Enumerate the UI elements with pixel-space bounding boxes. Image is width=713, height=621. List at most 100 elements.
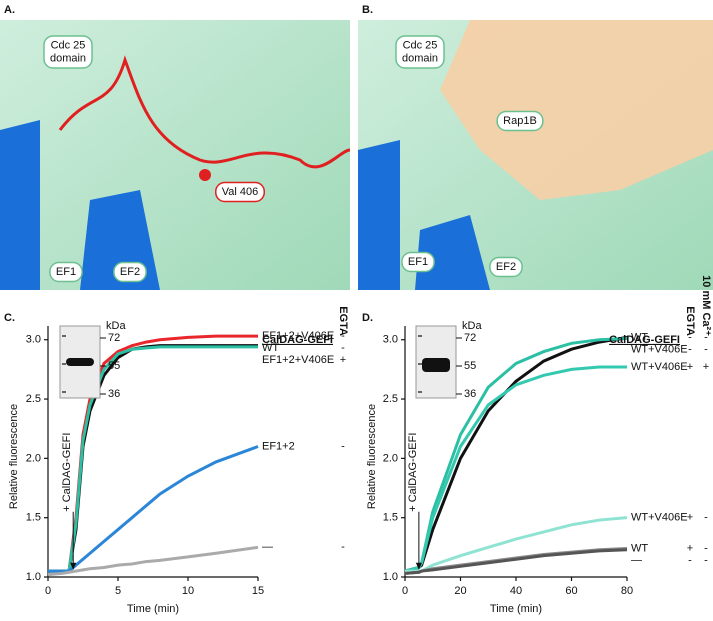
- arrow-head: [70, 562, 77, 570]
- gel-unit: kDa: [462, 320, 482, 332]
- x-tick-label: 0: [402, 585, 408, 597]
- ladder: [62, 391, 66, 393]
- panel-letter: C.: [4, 312, 15, 324]
- rap1b: [440, 20, 713, 200]
- x-tick-label: 15: [252, 585, 264, 597]
- y-tick-label: 1.0: [383, 571, 398, 583]
- legend-sign: -: [341, 342, 345, 354]
- structure-label: Val 406: [222, 186, 259, 198]
- panel-letter: B.: [362, 4, 373, 16]
- legend-sign: -: [704, 542, 708, 554]
- legend-sign: -: [704, 343, 708, 355]
- legend-sign: +: [687, 512, 693, 524]
- helix: [358, 140, 490, 290]
- ladder: [62, 363, 66, 365]
- y-tick-label: 3.0: [383, 334, 398, 346]
- y-tick-label: 1.5: [383, 512, 398, 524]
- legend-sign: -: [704, 512, 708, 524]
- column-header: 10 mM Ca²⁺: [700, 275, 712, 336]
- legend-label: WT+V406E: [631, 361, 688, 373]
- y-tick-label: 1.5: [26, 512, 41, 524]
- legend-label: —: [262, 541, 273, 553]
- structure-label: domain: [402, 52, 438, 64]
- gel-marker: 36: [464, 388, 476, 400]
- series-line: [47, 545, 259, 577]
- legend-label: EF1+2+V406E: [262, 354, 334, 366]
- ladder: [418, 391, 422, 393]
- structure-label: EF2: [120, 266, 140, 278]
- x-tick-label: 80: [621, 585, 633, 597]
- gel-marker: 36: [108, 388, 120, 400]
- structure-label: domain: [50, 52, 86, 64]
- label-bubble: [113, 261, 147, 283]
- legend-sign: +: [340, 354, 346, 366]
- column-header: EGTA: [337, 306, 349, 336]
- gel-band: [422, 358, 450, 372]
- y-tick-label: 2.0: [383, 452, 398, 464]
- gel-marker: 72: [464, 332, 476, 344]
- helix: [0, 120, 160, 290]
- legend-title: CalDAG-GEFI: [609, 334, 680, 346]
- ladder: [418, 363, 422, 365]
- legend-label: —: [631, 554, 642, 566]
- structure-label: Rap1B: [503, 115, 537, 127]
- series-line: [405, 516, 628, 573]
- y-tick-label: 1.0: [26, 571, 41, 583]
- ladder: [62, 335, 66, 337]
- series-line: [48, 345, 258, 573]
- x-tick-label: 40: [510, 585, 522, 597]
- y-tick-label: 2.5: [26, 393, 41, 405]
- legend-sign: +: [703, 361, 709, 373]
- panel-letter: D.: [362, 312, 373, 324]
- y-tick-label: 3.0: [26, 334, 41, 346]
- gel-marker: 72: [108, 332, 120, 344]
- label-bubble: [215, 181, 265, 203]
- legend-label: WT+V406E: [631, 512, 688, 524]
- x-tick-label: 20: [454, 585, 466, 597]
- y-axis-label: Relative fluorescence: [8, 404, 20, 509]
- residue: [199, 169, 211, 181]
- x-axis-label: Time (min): [127, 603, 179, 615]
- column-header: EGTA: [684, 306, 696, 336]
- legend-sign: -: [341, 330, 345, 342]
- legend-label: EF1+2: [262, 440, 295, 452]
- label-bubble: [489, 256, 523, 278]
- ladder: [418, 335, 422, 337]
- legend-sign: -: [688, 331, 692, 343]
- x-tick-label: 5: [115, 585, 121, 597]
- structure-label: Cdc 25: [403, 39, 438, 51]
- legend-sign: -: [341, 440, 345, 452]
- legend-sign: -: [704, 331, 708, 343]
- structure-label: Cdc 25: [51, 39, 86, 51]
- label-bubble: [43, 35, 93, 69]
- structure-label: EF1: [408, 256, 428, 268]
- gel-unit: kDa: [106, 320, 126, 332]
- x-tick-label: 10: [182, 585, 194, 597]
- legend-sign: -: [704, 554, 708, 566]
- annotation: + CalDAG-GEFI: [407, 433, 419, 512]
- y-axis-label: Relative fluorescence: [366, 404, 378, 509]
- legend-label: WT: [262, 342, 279, 354]
- x-axis-label: Time (min): [490, 603, 542, 615]
- label-bubble: [49, 261, 83, 283]
- legend-label: WT: [631, 331, 648, 343]
- legend-sign: -: [688, 554, 692, 566]
- legend-sign: +: [687, 361, 693, 373]
- x-tick-label: 0: [45, 585, 51, 597]
- arrow-head: [415, 562, 422, 570]
- structure-label: EF1: [56, 266, 76, 278]
- legend-title: CalDAG-GEFI: [262, 334, 333, 346]
- y-tick-label: 2.5: [383, 393, 398, 405]
- series-line: [404, 548, 628, 575]
- x-tick-label: 60: [565, 585, 577, 597]
- y-tick-label: 2.0: [26, 452, 41, 464]
- label-bubble: [401, 251, 435, 273]
- loop: [58, 55, 351, 169]
- gel-marker: 55: [464, 360, 476, 372]
- legend-label: WT: [631, 542, 648, 554]
- panel-letter: A.: [4, 4, 15, 16]
- legend-sign: -: [341, 541, 345, 553]
- legend-sign: +: [687, 542, 693, 554]
- series-line: [48, 445, 259, 573]
